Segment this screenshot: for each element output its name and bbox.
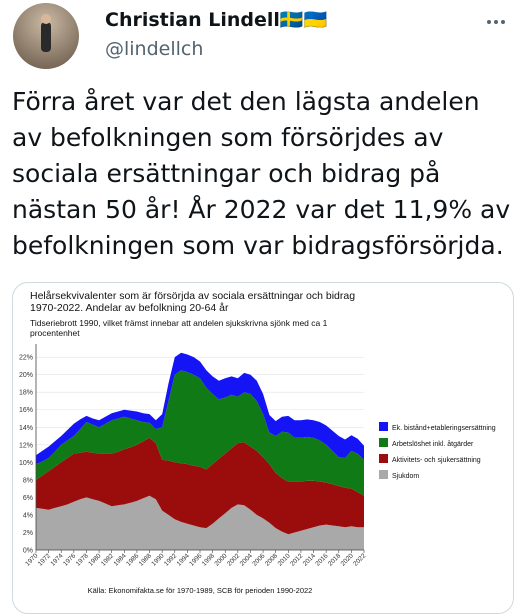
author-handle[interactable]: @lindellch <box>105 38 204 60</box>
y-tick-label: 4% <box>23 512 33 519</box>
x-tick-label: 2000 <box>213 552 228 567</box>
x-tick-label: 1994 <box>176 552 191 567</box>
x-tick-label: 2012 <box>289 552 304 567</box>
x-tick-label: 1990 <box>150 552 165 567</box>
y-tick-label: 16% <box>19 407 33 414</box>
x-tick-label: 2004 <box>239 552 254 567</box>
x-tick-label: 1974 <box>49 552 64 567</box>
y-tick-label: 10% <box>19 460 33 467</box>
y-tick-label: 0% <box>23 548 33 555</box>
more-button[interactable] <box>484 14 508 30</box>
y-tick-label: 12% <box>19 442 33 449</box>
chart-subtitle: procentenhet <box>30 328 80 338</box>
x-tick-label: 2022 <box>352 552 367 567</box>
tweet-text: Förra året var det den lägsta andelen av … <box>12 84 510 264</box>
tweet-text-line: nästan 50 år! År 2022 var det 11,9% av <box>12 195 511 224</box>
avatar[interactable] <box>12 2 80 70</box>
area <box>36 370 364 496</box>
x-tick-label: 2002 <box>226 552 241 567</box>
tweet-text-line: befolkningen som var bidragsförsörjda. <box>12 231 504 260</box>
x-tick-label: 1996 <box>188 552 203 567</box>
chart-subtitle: Tidseriebrott 1990, vilket främst inneba… <box>30 318 328 328</box>
author-name[interactable]: Christian Lindell🇸🇪🇺🇦 <box>105 9 328 31</box>
y-tick-label: 8% <box>23 477 33 484</box>
chart-source: Källa: Ekonomifakta.se för 1970-1989, SC… <box>88 586 313 595</box>
legend-swatch <box>379 470 388 479</box>
x-tick-label: 2010 <box>277 552 292 567</box>
y-tick-label: 20% <box>19 372 33 379</box>
area <box>36 495 364 550</box>
x-tick-label: 1980 <box>87 552 102 567</box>
y-tick-label: 2% <box>23 530 33 537</box>
x-tick-label: 2008 <box>264 552 279 567</box>
legend-label: Aktivitets- och sjukersättning <box>392 457 481 464</box>
legend-label: Arbetslöshet inkl. åtgärder <box>392 440 474 448</box>
legend-label: Sjukdom <box>392 473 419 480</box>
legend-label: Ek. bistånd+etableringsersättning <box>392 424 496 432</box>
x-tick-label: 2020 <box>340 552 355 567</box>
chart-title: 1970-2022. Andelar av befolkning 20-64 å… <box>30 302 229 314</box>
y-tick-label: 18% <box>19 390 33 397</box>
x-tick-label: 2014 <box>302 552 317 567</box>
x-tick-label: 1970 <box>24 552 39 567</box>
area <box>36 352 364 465</box>
x-tick-label: 2018 <box>327 552 342 567</box>
x-tick-label: 2006 <box>251 552 266 567</box>
x-tick-label: 1988 <box>138 552 153 567</box>
x-tick-label: 1986 <box>125 552 140 567</box>
x-tick-label: 1992 <box>163 552 178 567</box>
y-tick-label: 6% <box>23 495 33 502</box>
y-tick-label: 14% <box>19 425 33 432</box>
media-card[interactable]: Helårsekvivalenter som är försörjda av s… <box>12 282 514 614</box>
legend-swatch <box>379 438 388 447</box>
legend-swatch <box>379 454 388 463</box>
tweet-text-line: Förra året var det den lägsta andelen <box>12 87 480 116</box>
x-tick-label: 1998 <box>201 552 216 567</box>
tweet-text-line: sociala ersättningar och bidrag på <box>12 159 441 188</box>
x-tick-label: 1978 <box>75 552 90 567</box>
x-tick-label: 2016 <box>314 552 329 567</box>
x-tick-label: 1982 <box>100 552 115 567</box>
x-tick-label: 1976 <box>62 552 77 567</box>
x-tick-label: 1984 <box>113 552 128 567</box>
y-tick-label: 22% <box>19 355 33 362</box>
legend-swatch <box>379 422 388 431</box>
chart-title: Helårsekvivalenter som är försörjda av s… <box>30 290 355 302</box>
tweet: Christian Lindell🇸🇪🇺🇦 @lindellch Förra å… <box>12 2 514 614</box>
x-tick-label: 1972 <box>37 552 52 567</box>
tweet-text-line: av befolkningen som försörjdes av <box>12 123 444 152</box>
chart: Helårsekvivalenter som är försörjda av s… <box>19 290 496 595</box>
area <box>36 437 364 535</box>
